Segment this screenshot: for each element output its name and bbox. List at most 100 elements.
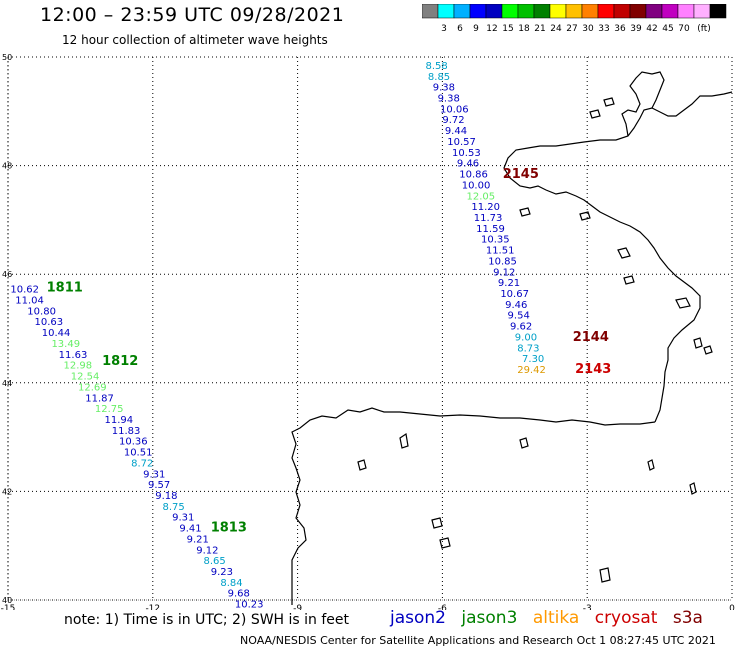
wave-height-value: 11.73 [474, 213, 503, 224]
wave-height-value: 10.80 [27, 306, 56, 317]
color-scale-legend: 3 6 9 12 15 18 21 24 27 30 33 36 39 42 45 70 (ft) [422, 4, 727, 34]
lat-tick-label: 46 [2, 270, 12, 279]
coastline-segment [599, 567, 611, 583]
wave-height-value: 10.63 [35, 317, 64, 328]
color-scale-unit: (ft) [697, 24, 711, 34]
coastline-segment [689, 482, 697, 495]
coastline-segment [621, 71, 665, 137]
color-scale-label: 21 [534, 24, 545, 34]
wave-height-value: 9.00 [515, 332, 537, 343]
lat-tick-label: 42 [2, 487, 12, 496]
wave-height-value: 11.20 [471, 202, 500, 213]
wave-height-value: 7.30 [522, 354, 544, 365]
wave-height-value: 12.98 [64, 361, 93, 372]
coastline-segment [291, 407, 656, 605]
coastline-segment [617, 247, 631, 259]
page-title: 12:00 – 23:59 UTC 09/28/2021 [40, 4, 345, 26]
track-time-tag: 1812 [102, 354, 138, 369]
wave-height-value: 10.23 [235, 600, 264, 610]
color-scale-label: 12 [486, 24, 497, 34]
wave-height-value: 11.83 [112, 426, 141, 437]
wave-height-value: 9.72 [442, 115, 464, 126]
track-time-tag: 1811 [47, 281, 83, 296]
coastline-segment [357, 459, 367, 471]
wave-height-value: 10.35 [481, 235, 510, 246]
track-time-tag: 2143 [575, 362, 611, 377]
lon-tick-label: 0 [729, 604, 735, 610]
coastline-segment [703, 345, 713, 355]
axis-tick-labels: -15 -12 -9 -6 -3 0 50 48 46 44 42 40 [1, 53, 735, 610]
wave-height-value: 9.31 [172, 513, 194, 524]
wave-height-value: 9.18 [155, 491, 177, 502]
color-scale-label: 33 [598, 24, 609, 34]
map-note: note: 1) Time is in UTC; 2) SWH is in fe… [64, 612, 350, 628]
coastline-segment [675, 297, 691, 309]
wave-height-value: 10.62 [10, 285, 39, 296]
coastline-segment [603, 97, 615, 107]
wave-height-value: 11.59 [476, 224, 505, 235]
color-scale-label: 3 [441, 24, 447, 34]
wave-height-value: 11.94 [105, 415, 134, 426]
color-scale-label: 45 [662, 24, 673, 34]
wave-height-value: 10.06 [440, 104, 469, 115]
coastline-segment [623, 275, 635, 285]
lat-tick-label: 40 [2, 596, 12, 605]
wave-height-value: 12.05 [467, 191, 496, 202]
wave-height-value: 9.21 [187, 534, 209, 545]
color-scale-label: 9 [473, 24, 479, 34]
wave-height-value: 11.51 [486, 246, 515, 257]
map-frame [7, 56, 733, 601]
wave-height-value: 9.46 [457, 159, 479, 170]
wave-height-value: 11.63 [59, 350, 88, 361]
coastline-segment [589, 109, 601, 119]
color-scale-label: 24 [550, 24, 562, 34]
wave-height-value: 10.57 [447, 137, 476, 148]
color-scale-label: 70 [678, 24, 690, 34]
wave-height-value: 13.49 [51, 339, 80, 350]
wave-height-value: 9.41 [179, 524, 201, 535]
wave-height-value: 9.44 [445, 126, 467, 137]
wave-height-value: 9.57 [148, 480, 170, 491]
coastline-segment [431, 517, 443, 529]
satellite-legend: jason2 jason3 altika cryosat s3a [390, 608, 713, 628]
lon-tick-label: -12 [145, 604, 160, 610]
wave-height-value: 9.23 [211, 567, 233, 578]
color-swatch [709, 4, 727, 19]
wave-height-value: 8.58 [426, 61, 448, 72]
track-time-tag: 1813 [211, 521, 247, 536]
credit-line: NOAA/NESDIS Center for Satellite Applica… [240, 634, 716, 647]
coastline-segment [503, 91, 733, 423]
lon-tick-label: -3 [583, 604, 592, 610]
lon-tick-label: -6 [438, 604, 447, 610]
wave-height-value: 10.44 [42, 328, 71, 339]
wave-height-value: 10.67 [500, 289, 529, 300]
color-scale-label: 39 [630, 24, 642, 34]
color-scale-label: 18 [518, 24, 530, 34]
wave-height-value: 12.54 [71, 372, 100, 383]
wave-height-value: 9.54 [508, 311, 530, 322]
coastline [291, 71, 733, 605]
track-time-tag: 2144 [573, 330, 609, 345]
color-scale-label: 6 [457, 24, 463, 34]
coastline-segment [519, 437, 529, 449]
wave-height-value: 8.75 [162, 502, 184, 513]
wave-height-value: 10.51 [124, 448, 153, 459]
legend-s3a: s3a [672, 608, 703, 628]
color-scale-label: 36 [614, 24, 626, 34]
wave-height-value: 9.38 [433, 83, 455, 94]
coastline-segment [579, 211, 591, 221]
wave-height-value: 8.73 [517, 343, 539, 354]
wave-height-value: 29.42 [517, 365, 546, 376]
page-subtitle: 12 hour collection of altimeter wave hei… [62, 33, 328, 47]
legend-jason2: jason2 [390, 608, 446, 628]
legend-cryosat: cryosat [594, 608, 658, 628]
color-scale-label: 15 [502, 24, 513, 34]
wave-height-value: 9.68 [228, 589, 250, 600]
wave-height-value: 11.87 [85, 393, 114, 404]
coastline-segment [519, 207, 531, 217]
track-time-tag: 2145 [503, 167, 539, 182]
wave-height-value: 8.85 [428, 72, 450, 83]
coastline-segment [439, 537, 451, 549]
wave-height-value: 10.36 [119, 437, 148, 448]
